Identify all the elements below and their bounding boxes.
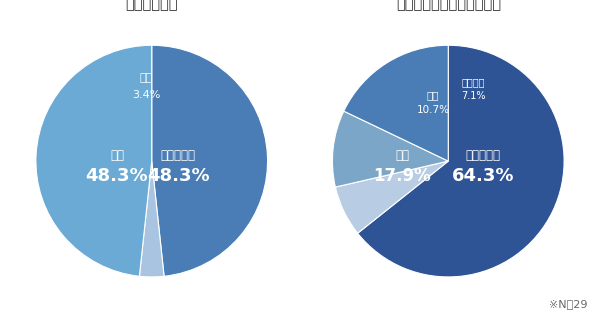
Title: 全体の満足度: 全体の満足度 bbox=[125, 0, 178, 11]
Wedge shape bbox=[335, 161, 448, 233]
Text: とても満足: とても満足 bbox=[161, 149, 196, 162]
Text: 満足: 満足 bbox=[395, 149, 409, 162]
Text: とても満足: とても満足 bbox=[466, 149, 500, 162]
Title: コミュニケーション満足度: コミュニケーション満足度 bbox=[396, 0, 501, 11]
Text: 普通: 普通 bbox=[139, 73, 152, 83]
Text: やや不満: やや不満 bbox=[462, 77, 485, 87]
Text: ※N＝29: ※N＝29 bbox=[550, 300, 588, 309]
Text: 10.7%: 10.7% bbox=[417, 105, 450, 115]
Text: 48.3%: 48.3% bbox=[147, 167, 209, 185]
Wedge shape bbox=[358, 45, 564, 277]
Text: 普通: 普通 bbox=[427, 90, 439, 100]
Text: 満足: 満足 bbox=[110, 149, 124, 162]
Text: 3.4%: 3.4% bbox=[132, 90, 160, 100]
Wedge shape bbox=[344, 45, 448, 161]
Wedge shape bbox=[36, 45, 152, 276]
Wedge shape bbox=[139, 161, 164, 277]
Wedge shape bbox=[152, 45, 268, 276]
Text: 17.9%: 17.9% bbox=[373, 167, 431, 185]
Wedge shape bbox=[332, 111, 448, 187]
Text: 64.3%: 64.3% bbox=[452, 167, 514, 185]
Text: 48.3%: 48.3% bbox=[86, 167, 148, 185]
Text: 7.1%: 7.1% bbox=[461, 91, 486, 101]
